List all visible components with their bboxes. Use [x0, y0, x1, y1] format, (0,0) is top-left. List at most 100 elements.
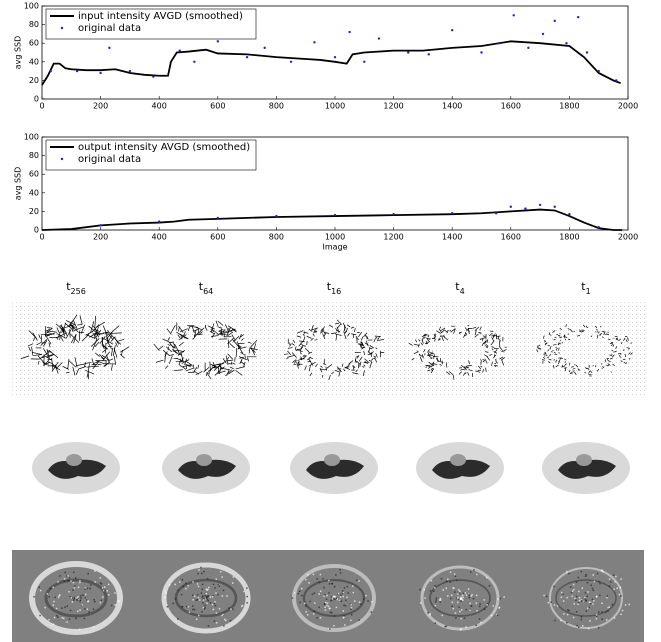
grid-dot	[40, 362, 41, 363]
grid-dot	[384, 306, 385, 307]
grid-dot	[436, 366, 437, 367]
grid-dot	[300, 302, 301, 303]
grid-dot	[276, 310, 277, 311]
grid-dot	[124, 322, 125, 323]
grid-dot	[216, 362, 217, 363]
grid-dot	[484, 390, 485, 391]
diff-noise	[329, 583, 331, 585]
grid-dot	[536, 362, 537, 363]
data-point	[513, 14, 515, 16]
diff-noise	[72, 601, 74, 603]
grid-dot	[572, 350, 573, 351]
arrow	[288, 355, 295, 357]
grid-dot	[184, 302, 185, 303]
diff-noise	[343, 610, 345, 612]
grid-dot	[552, 370, 553, 371]
grid-dot	[452, 354, 453, 355]
grid-dot	[24, 362, 25, 363]
grid-dot	[260, 334, 261, 335]
grid-dot	[596, 354, 597, 355]
grid-dot	[84, 378, 85, 379]
grid-dot	[508, 374, 509, 375]
grid-dot	[352, 358, 353, 359]
grid-dot	[248, 310, 249, 311]
arrow	[359, 357, 362, 361]
grid-dot	[416, 366, 417, 367]
grid-dot	[276, 374, 277, 375]
grid-dot	[420, 334, 421, 335]
grid-dot	[308, 302, 309, 303]
grid-dot	[412, 390, 413, 391]
grid-dot	[404, 358, 405, 359]
grid-dot	[404, 310, 405, 311]
diff-noise	[75, 597, 77, 599]
grid-dot	[632, 326, 633, 327]
grid-dot	[92, 310, 93, 311]
grid-dot	[360, 318, 361, 319]
grid-dot	[564, 358, 565, 359]
grid-dot	[64, 382, 65, 383]
grid-dot	[36, 386, 37, 387]
grid-dot	[504, 306, 505, 307]
grid-dot	[132, 390, 133, 391]
diff-noise	[94, 570, 96, 572]
grid-dot	[208, 306, 209, 307]
grid-dot	[136, 370, 137, 371]
grid-dot	[44, 310, 45, 311]
grid-dot	[16, 334, 17, 335]
grid-dot	[116, 390, 117, 391]
grid-dot	[396, 326, 397, 327]
grid-dot	[124, 342, 125, 343]
grid-dot	[20, 322, 21, 323]
grid-dot	[252, 334, 253, 335]
grid-dot	[568, 330, 569, 331]
grid-dot	[504, 314, 505, 315]
grid-dot	[28, 394, 29, 395]
grid-dot	[380, 366, 381, 367]
grid-dot	[444, 338, 445, 339]
grid-dot	[516, 322, 517, 323]
diff-noise	[165, 590, 167, 592]
grid-dot	[80, 354, 81, 355]
diff-noise	[78, 587, 80, 589]
grid-dot	[92, 354, 93, 355]
grid-dot	[164, 310, 165, 311]
grid-dot	[332, 390, 333, 391]
grid-dot	[392, 378, 393, 379]
grid-dot	[56, 330, 57, 331]
arrow	[49, 343, 50, 348]
grid-dot	[348, 342, 349, 343]
grid-dot	[248, 338, 249, 339]
grid-dot	[312, 322, 313, 323]
grid-dot	[240, 334, 241, 335]
arrow	[233, 336, 238, 342]
grid-dot	[464, 394, 465, 395]
grid-dot	[60, 314, 61, 315]
grid-dot	[40, 382, 41, 383]
grid-dot	[244, 322, 245, 323]
grid-dot	[508, 394, 509, 395]
grid-dot	[528, 302, 529, 303]
arrow	[483, 359, 485, 360]
diff-noise	[208, 595, 210, 597]
grid-dot	[272, 354, 273, 355]
grid-dot	[624, 322, 625, 323]
grid-dot	[448, 342, 449, 343]
grid-dot	[468, 302, 469, 303]
grid-dot	[528, 390, 529, 391]
diff-noise	[78, 596, 80, 598]
grid-dot	[360, 386, 361, 387]
grid-dot	[288, 310, 289, 311]
grid-dot	[116, 314, 117, 315]
grid-dot	[468, 386, 469, 387]
grid-dot	[596, 366, 597, 367]
grid-dot	[184, 386, 185, 387]
grid-dot	[284, 350, 285, 351]
grid-dot	[156, 334, 157, 335]
grid-dot	[20, 302, 21, 303]
diff-noise	[67, 605, 69, 607]
arrow	[29, 331, 37, 339]
grid-dot	[272, 306, 273, 307]
grid-dot	[232, 326, 233, 327]
grid-dot	[632, 386, 633, 387]
